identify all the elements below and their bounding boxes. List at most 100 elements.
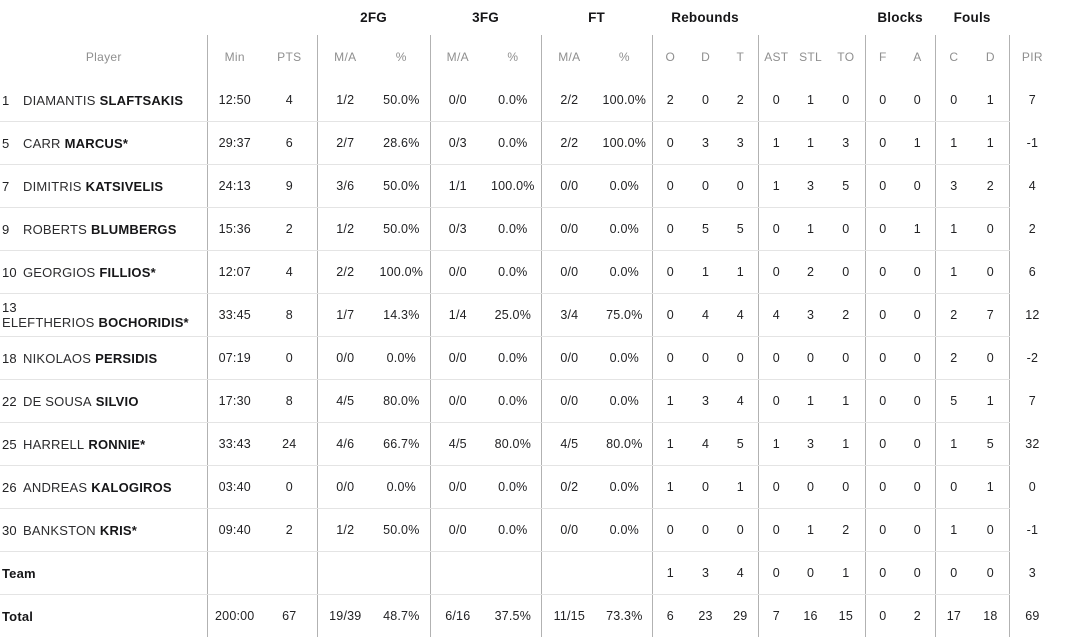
col-header-blk-a: A [900,35,935,79]
stat-ft-ma: 11/15 [541,595,597,637]
stat-pir: -2 [1009,337,1055,380]
stat-ast: 0 [758,337,794,380]
stat-ft-ma: 2/2 [541,79,597,122]
player-last-name: PERSIDIS [95,351,157,366]
stat-reb-o: 0 [652,165,688,208]
stat-2fg-pct: 0.0% [373,466,430,509]
stat-plusminus [1055,552,1068,595]
group-header-rebounds: Rebounds [652,0,758,35]
stat-blk-f: 0 [865,208,900,251]
stat-min: 33:45 [207,294,262,337]
stat-3fg-pct [485,552,541,595]
stat-3fg-pct: 0.0% [485,509,541,552]
stat-2fg-pct: 14.3% [373,294,430,337]
stat-3fg-ma: 4/5 [430,423,485,466]
col-header-3fg-ma: M/A [430,35,485,79]
player-number: 5 [2,136,23,151]
stat-pts: 67 [262,595,317,637]
player-last-name: SLAFTSAKIS [100,93,184,108]
stat-plusminus [1055,251,1068,294]
stat-plusminus [1055,294,1068,337]
stat-pir: 69 [1009,595,1055,637]
stat-stl: 3 [794,423,827,466]
col-header-player: Player [0,35,207,79]
stat-foul-c: 17 [935,595,972,637]
stat-3fg-pct: 37.5% [485,595,541,637]
player-last-name: BOCHORIDIS* [99,315,189,330]
group-header-spacer [758,0,865,35]
player-number: 30 [2,523,23,538]
player-last-name: KATSIVELIS [86,179,164,194]
col-header-ft-pct: % [597,35,652,79]
stat-stl: 3 [794,294,827,337]
stat-reb-o: 2 [652,79,688,122]
stat-3fg-ma: 0/0 [430,380,485,423]
col-header-pir: PIR [1009,35,1055,79]
stat-3fg-pct: 0.0% [485,466,541,509]
stat-reb-d: 1 [688,251,723,294]
stat-reb-o: 1 [652,466,688,509]
stat-2fg-ma: 3/6 [317,165,373,208]
stat-plusminus [1055,380,1068,423]
stat-3fg-ma [430,552,485,595]
stat-foul-d: 0 [972,552,1009,595]
col-header-stl: STL [794,35,827,79]
col-header-reb-t: T [723,35,758,79]
stat-2fg-pct: 100.0% [373,251,430,294]
stat-foul-d: 0 [972,337,1009,380]
stat-blk-a: 0 [900,337,935,380]
stat-ast: 0 [758,466,794,509]
stat-pir: -1 [1009,509,1055,552]
stat-pts: 4 [262,251,317,294]
stat-2fg-ma: 1/2 [317,208,373,251]
stat-reb-d: 0 [688,165,723,208]
stat-foul-c: 3 [935,165,972,208]
stat-ft-ma [541,552,597,595]
stat-2fg-pct: 66.7% [373,423,430,466]
stat-min: 15:36 [207,208,262,251]
stat-pts: 2 [262,509,317,552]
stat-reb-d: 0 [688,466,723,509]
player-first-name: ROBERTS [23,222,87,237]
player-last-name: MARCUS* [65,136,129,151]
stat-min: 03:40 [207,466,262,509]
stat-blk-f: 0 [865,595,900,637]
col-header-plusminus: +/- [1055,35,1068,79]
stat-blk-a: 0 [900,466,935,509]
stat-to: 0 [827,208,865,251]
group-header-fouls: Fouls [935,0,1009,35]
stat-ast: 0 [758,79,794,122]
stat-foul-c: 1 [935,251,972,294]
col-header-reb-o: O [652,35,688,79]
stat-blk-f: 0 [865,466,900,509]
stat-3fg-pct: 80.0% [485,423,541,466]
stat-plusminus [1055,165,1068,208]
stat-2fg-ma: 1/7 [317,294,373,337]
stat-plusminus [1055,595,1068,637]
stat-blk-f: 0 [865,122,900,165]
stat-to: 3 [827,122,865,165]
stat-ast: 4 [758,294,794,337]
stat-reb-d: 0 [688,79,723,122]
stat-min [207,552,262,595]
stat-group-header-row: 2FG 3FG FT Rebounds Blocks Fouls [0,0,1068,35]
stat-reb-d: 0 [688,509,723,552]
player-number: 22 [2,394,23,409]
stat-reb-t: 4 [723,294,758,337]
stat-to: 15 [827,595,865,637]
stat-2fg-pct: 50.0% [373,208,430,251]
stat-3fg-pct: 100.0% [485,165,541,208]
stat-pir: 0 [1009,466,1055,509]
stat-3fg-ma: 0/3 [430,122,485,165]
stat-foul-c: 0 [935,79,972,122]
player-first-name: ANDREAS [23,480,87,495]
